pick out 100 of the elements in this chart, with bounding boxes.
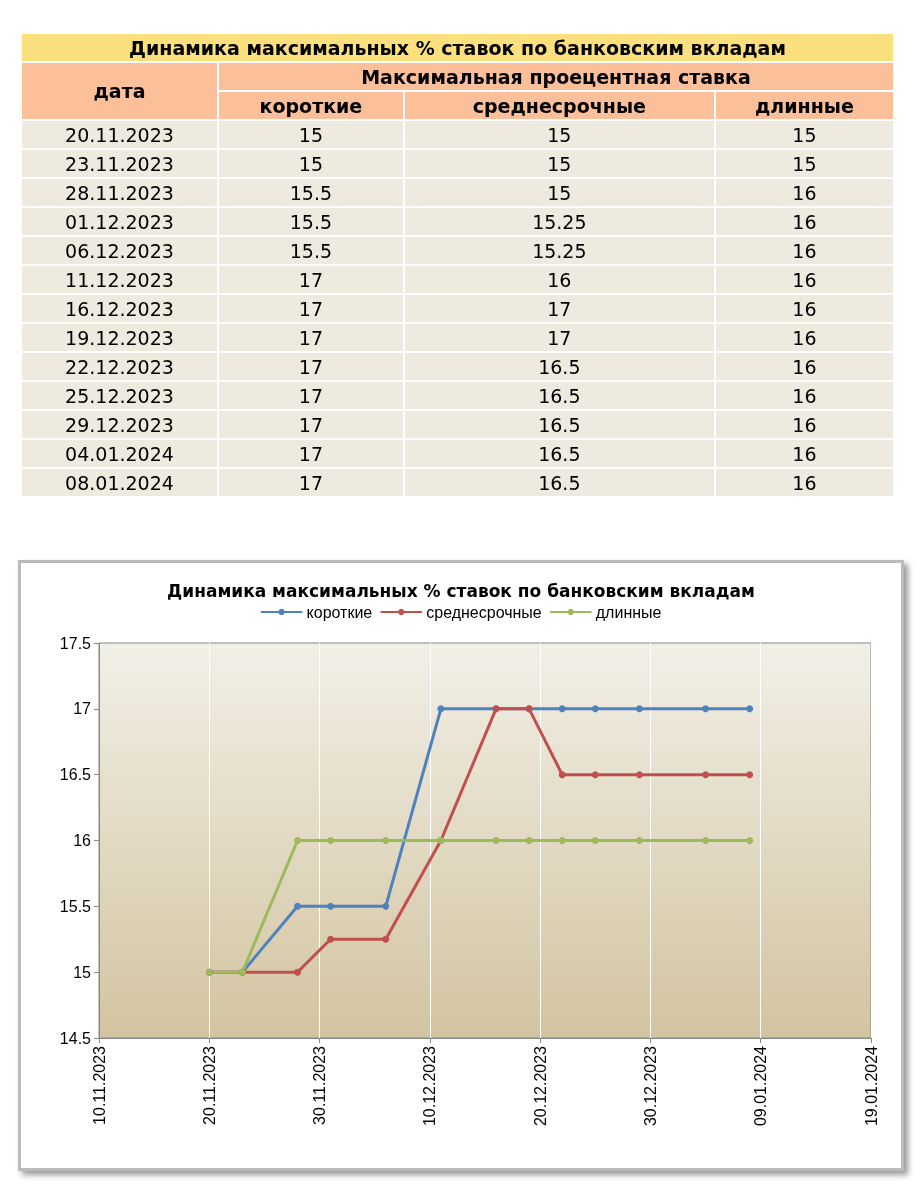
data-label: 16 — [714, 381, 894, 410]
data-label: 17 — [218, 410, 404, 439]
data-label: 16 — [714, 439, 894, 468]
y-tick-label: 16 — [73, 832, 92, 849]
y-tick-label: 17 — [73, 700, 92, 718]
point — [327, 902, 335, 910]
point — [702, 837, 710, 844]
y-tick-label: 14.5 — [59, 1029, 92, 1047]
data-label: 16 — [714, 294, 894, 323]
y-tick-label: 15 — [73, 963, 92, 981]
point — [294, 837, 302, 844]
data-label: 15.5 — [218, 236, 404, 265]
data-label: 17 — [218, 439, 404, 468]
legend-label: длинные — [595, 603, 662, 621]
data-label: 15 — [218, 120, 404, 149]
y-tick-label: 01.12.2023 — [21, 207, 218, 236]
data-label: 15.25 — [403, 207, 715, 236]
data-label: 16 — [714, 178, 894, 207]
data-label: 17 — [218, 381, 404, 410]
data-label: 17 — [218, 323, 404, 352]
data-label: 17 — [218, 265, 404, 294]
data-label: 15 — [714, 120, 894, 149]
point — [635, 837, 643, 844]
point — [746, 837, 754, 844]
x-tick-label: 20.12.2023 — [531, 1045, 549, 1127]
legend-label: среднесрочные — [426, 603, 542, 621]
data-label: 15 — [403, 120, 715, 149]
point — [558, 771, 566, 779]
data-label: 16 — [714, 265, 894, 294]
data-label: 16 — [714, 236, 894, 265]
data-label: 16.5 — [403, 468, 715, 497]
y-tick-label: 04.01.2024 — [21, 439, 218, 468]
data-label: 17 — [403, 294, 715, 323]
y-tick-label: 06.12.2023 — [21, 236, 218, 265]
point — [591, 705, 599, 713]
chart-title: Динамика максимальных % ставок по банковским вкладам — [167, 580, 755, 601]
x-tick-label: среднесрочные — [403, 91, 715, 120]
point — [702, 705, 710, 713]
point — [702, 771, 710, 779]
y-tick-label: 16.5 — [59, 766, 92, 784]
y-tick-label: 15.5 — [59, 897, 92, 915]
point — [591, 771, 599, 779]
data-label: 15 — [714, 149, 894, 178]
data-label: 17 — [403, 323, 715, 352]
y-tick-label: 22.12.2023 — [21, 352, 218, 381]
point — [382, 902, 390, 910]
y-tick-label: 08.01.2024 — [21, 468, 218, 497]
x-tick-label: 19.01.2024 — [862, 1045, 880, 1127]
data-label: 15.25 — [403, 236, 715, 265]
y-tick-label: 17.5 — [59, 634, 92, 652]
point — [437, 705, 445, 713]
y-tick-label: 25.12.2023 — [21, 381, 218, 410]
x-tick-label: длинные — [714, 91, 894, 120]
data-label: 15 — [218, 149, 404, 178]
point — [294, 902, 302, 910]
y-tick-label: 11.12.2023 — [21, 265, 218, 294]
x-tick-label: 30.11.2023 — [311, 1045, 329, 1125]
data-label: 16 — [403, 265, 715, 294]
point — [382, 837, 390, 844]
point — [327, 935, 335, 943]
chart-title: Динамика максимальных % ставок по банковским вкладам — [21, 33, 894, 62]
data-label: 16 — [714, 207, 894, 236]
data-label: 16.5 — [403, 352, 715, 381]
legend-label: короткие — [306, 603, 373, 621]
data-label: 15.5 — [218, 178, 404, 207]
point — [635, 771, 643, 779]
data-label: 17 — [218, 468, 404, 497]
point — [327, 837, 335, 844]
data-label: 16.5 — [403, 381, 715, 410]
y-tick-label: 28.11.2023 — [21, 178, 218, 207]
data-label: 16 — [714, 323, 894, 352]
point — [558, 837, 566, 844]
point — [492, 837, 500, 844]
x-tick-label: 10.12.2023 — [421, 1045, 439, 1127]
point — [746, 771, 754, 779]
data-label: 15 — [403, 178, 715, 207]
point — [558, 705, 566, 713]
y-tick-label: 29.12.2023 — [21, 410, 218, 439]
point — [382, 935, 390, 943]
point — [635, 705, 643, 713]
x-tick-label: 30.12.2023 — [641, 1045, 659, 1127]
data-label: 16 — [714, 468, 894, 497]
data-label: 17 — [218, 352, 404, 381]
data-label: 15 — [403, 149, 715, 178]
y-tick-label: 19.12.2023 — [21, 323, 218, 352]
x-axis-title: Максимальная проецентная ставка — [218, 62, 894, 91]
point — [294, 968, 302, 976]
y-tick-label: 20.11.2023 — [21, 120, 218, 149]
point — [746, 705, 754, 713]
data-label: 16 — [714, 410, 894, 439]
x-tick-label: 10.11.2023 — [90, 1045, 108, 1125]
data-label: 16 — [714, 352, 894, 381]
x-tick-label: 09.01.2024 — [752, 1045, 770, 1127]
data-label: 16.5 — [403, 410, 715, 439]
y-tick-label: 23.11.2023 — [21, 149, 218, 178]
point — [591, 837, 599, 844]
data-label: 17 — [218, 294, 404, 323]
y-tick-label: 16.12.2023 — [21, 294, 218, 323]
y-axis-title: дата — [21, 62, 218, 120]
data-label: 15.5 — [218, 207, 404, 236]
